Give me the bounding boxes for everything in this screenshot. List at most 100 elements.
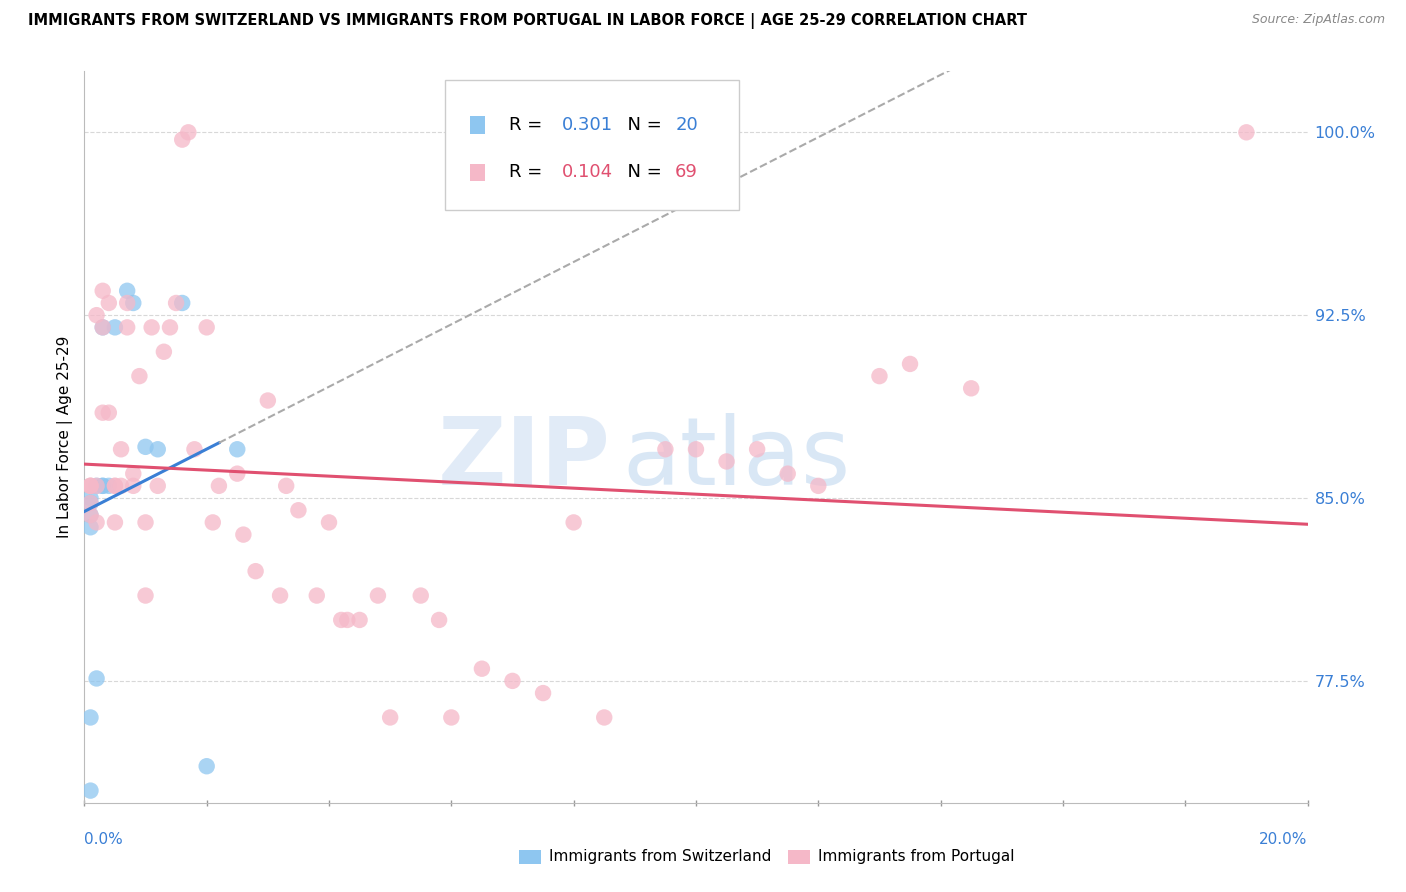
Point xyxy=(153,344,176,359)
Text: R =: R = xyxy=(509,162,548,180)
Point xyxy=(165,296,187,310)
Point xyxy=(226,467,249,481)
Point xyxy=(287,503,309,517)
Text: IMMIGRANTS FROM SWITZERLAND VS IMMIGRANTS FROM PORTUGAL IN LABOR FORCE | AGE 25-: IMMIGRANTS FROM SWITZERLAND VS IMMIGRANT… xyxy=(28,13,1028,29)
Point xyxy=(330,613,353,627)
Point xyxy=(146,479,169,493)
Point xyxy=(685,442,707,457)
Point xyxy=(128,369,150,384)
Point xyxy=(135,589,157,603)
Point xyxy=(172,133,194,147)
Point xyxy=(195,320,218,334)
Point xyxy=(593,710,616,724)
Point xyxy=(86,672,108,686)
Point xyxy=(531,686,554,700)
Point xyxy=(183,442,205,457)
Point xyxy=(79,491,101,505)
Point xyxy=(110,479,132,493)
Point xyxy=(226,442,249,457)
Point xyxy=(776,467,799,481)
Point xyxy=(245,564,267,578)
Point xyxy=(409,589,432,603)
Point xyxy=(135,516,157,530)
Point xyxy=(305,589,328,603)
Point xyxy=(110,442,132,457)
Point xyxy=(104,320,127,334)
Point xyxy=(104,479,127,493)
Point xyxy=(716,454,738,468)
Point xyxy=(141,320,163,334)
Point xyxy=(91,284,114,298)
Point xyxy=(79,479,101,493)
Point xyxy=(104,479,127,493)
Point xyxy=(195,759,218,773)
Text: atlas: atlas xyxy=(623,413,851,505)
Point xyxy=(135,440,157,454)
Point xyxy=(79,783,101,797)
Point xyxy=(86,516,108,530)
Point xyxy=(201,516,224,530)
Point xyxy=(208,479,231,493)
Y-axis label: In Labor Force | Age 25-29: In Labor Force | Age 25-29 xyxy=(58,336,73,538)
Text: 0.104: 0.104 xyxy=(561,162,613,180)
Point xyxy=(79,508,101,522)
Text: ZIP: ZIP xyxy=(437,413,610,505)
Text: 0.0%: 0.0% xyxy=(84,832,124,847)
Point xyxy=(79,479,101,493)
Point xyxy=(807,479,830,493)
Point xyxy=(79,710,101,724)
FancyBboxPatch shape xyxy=(787,850,810,863)
Text: N =: N = xyxy=(616,116,668,134)
Point xyxy=(440,710,463,724)
Point xyxy=(97,479,120,493)
Point xyxy=(177,125,200,139)
Point xyxy=(122,467,145,481)
FancyBboxPatch shape xyxy=(470,164,485,181)
Point xyxy=(79,496,101,510)
Point xyxy=(159,320,181,334)
Point xyxy=(91,320,114,334)
Text: Source: ZipAtlas.com: Source: ZipAtlas.com xyxy=(1251,13,1385,27)
Point xyxy=(367,589,389,603)
Point xyxy=(86,308,108,322)
Point xyxy=(232,527,254,541)
Point xyxy=(79,496,101,510)
Text: 20.0%: 20.0% xyxy=(1260,832,1308,847)
FancyBboxPatch shape xyxy=(470,117,485,134)
Text: N =: N = xyxy=(616,162,668,180)
Point xyxy=(624,808,647,822)
Text: 0.301: 0.301 xyxy=(561,116,613,134)
Point xyxy=(97,406,120,420)
Point xyxy=(898,357,921,371)
Point xyxy=(97,296,120,310)
Point xyxy=(91,406,114,420)
Point xyxy=(122,296,145,310)
Point xyxy=(79,520,101,534)
Point xyxy=(146,442,169,457)
Point xyxy=(115,296,138,310)
Point xyxy=(276,479,298,493)
Point xyxy=(380,710,402,724)
Point xyxy=(471,662,494,676)
Point xyxy=(104,516,127,530)
Point xyxy=(91,479,114,493)
Point xyxy=(960,381,983,395)
Text: R =: R = xyxy=(509,116,548,134)
Point xyxy=(269,589,291,603)
Text: 20: 20 xyxy=(675,116,697,134)
Point xyxy=(1236,125,1258,139)
Point xyxy=(336,613,359,627)
FancyBboxPatch shape xyxy=(446,80,738,211)
Point xyxy=(86,479,108,493)
Point xyxy=(79,508,101,522)
Point xyxy=(172,296,194,310)
Point xyxy=(115,284,138,298)
Point xyxy=(502,673,524,688)
Point xyxy=(318,516,340,530)
Point xyxy=(91,320,114,334)
Point xyxy=(869,369,891,384)
Point xyxy=(79,479,101,493)
Point xyxy=(562,516,585,530)
Point xyxy=(349,613,371,627)
Point xyxy=(257,393,280,408)
